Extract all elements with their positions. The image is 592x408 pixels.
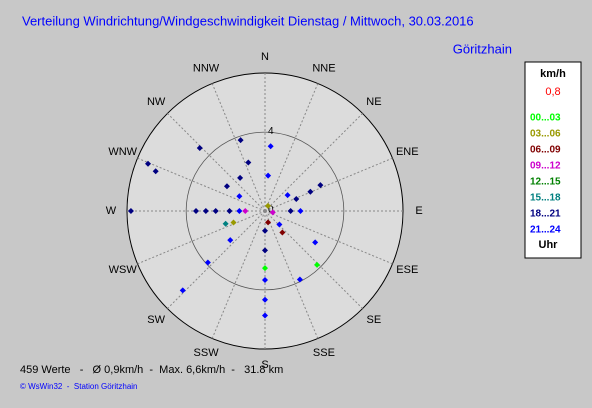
data-point xyxy=(237,137,244,144)
direction-label: SSE xyxy=(313,347,335,359)
data-point xyxy=(145,160,152,167)
data-point xyxy=(287,208,294,214)
legend-footer: Uhr xyxy=(539,239,559,251)
direction-label: SSW xyxy=(194,347,220,359)
ring xyxy=(185,131,345,291)
data-point xyxy=(317,182,324,189)
spoke xyxy=(167,210,266,309)
data-point xyxy=(265,219,272,226)
data-point xyxy=(262,247,268,254)
spoke xyxy=(137,210,266,265)
legend-entry: 06...09 xyxy=(530,145,561,156)
direction-label: SW xyxy=(147,314,165,326)
data-point xyxy=(127,208,134,214)
legend-note: 0,8 xyxy=(545,86,560,98)
chart-title: Verteilung Windrichtung/Windgeschwindigk… xyxy=(22,13,474,28)
data-point xyxy=(297,208,304,214)
direction-label: NNW xyxy=(193,63,220,75)
data-point xyxy=(262,296,268,303)
legend-box xyxy=(524,61,582,259)
direction-label: NNE xyxy=(312,63,335,75)
spoke xyxy=(264,210,319,339)
data-point xyxy=(262,227,268,234)
data-point xyxy=(196,145,203,152)
data-point xyxy=(293,195,300,202)
spoke xyxy=(211,210,266,339)
direction-label: W xyxy=(106,205,117,217)
data-point xyxy=(227,237,234,244)
footer: 459 Werte - Ø 0,9km/h - Max. 6,6km/h - 3… xyxy=(20,364,283,376)
credit: © WsWin32 - Station Göritzhain xyxy=(20,382,138,391)
data-point xyxy=(296,276,303,283)
legend-entry: 21...24 xyxy=(530,225,561,236)
direction-label: E xyxy=(415,205,422,217)
direction-label: ENE xyxy=(396,146,419,158)
data-point xyxy=(312,239,319,246)
data-point xyxy=(269,209,276,216)
data-point xyxy=(245,159,252,166)
spoke xyxy=(137,157,266,212)
data-point xyxy=(242,208,249,214)
data-point xyxy=(179,287,186,294)
spoke xyxy=(264,210,393,265)
spoke xyxy=(264,113,363,212)
data-point xyxy=(262,265,268,272)
data-point xyxy=(204,259,211,266)
data-point xyxy=(223,183,230,190)
data-point xyxy=(230,219,237,226)
data-point xyxy=(262,277,268,283)
spoke xyxy=(264,157,393,212)
data-point xyxy=(236,193,243,200)
legend-entry: 00...03 xyxy=(530,113,561,124)
data-point xyxy=(236,208,243,214)
data-point xyxy=(284,192,291,199)
data-point xyxy=(307,188,314,195)
direction-label: ESE xyxy=(396,264,418,276)
data-point xyxy=(202,208,209,214)
legend-entry: 03...06 xyxy=(530,129,561,140)
direction-label: SE xyxy=(367,314,382,326)
data-point xyxy=(193,208,199,214)
spoke xyxy=(264,83,319,212)
data-point xyxy=(237,174,244,181)
direction-label: WNW xyxy=(108,146,137,158)
data-point xyxy=(314,261,321,268)
data-point xyxy=(222,220,229,227)
data-point xyxy=(212,208,219,214)
legend-entry: 12...15 xyxy=(530,177,561,188)
legend-entry: 15...18 xyxy=(530,193,561,204)
data-point xyxy=(279,229,286,236)
direction-label: WSW xyxy=(109,264,138,276)
legend-entry: 09...12 xyxy=(530,161,561,172)
direction-label: S xyxy=(261,359,268,371)
data-point xyxy=(267,143,274,150)
direction-label: NE xyxy=(366,96,381,108)
chart-subtitle: Göritzhain xyxy=(453,41,512,56)
spoke xyxy=(167,113,266,212)
legend-title: km/h xyxy=(540,68,566,80)
data-point xyxy=(226,208,233,214)
direction-label: N xyxy=(261,51,269,63)
data-point xyxy=(276,221,283,228)
data-point xyxy=(262,312,268,319)
spoke xyxy=(264,210,363,309)
spoke xyxy=(211,83,266,212)
r-tick-label: 0 xyxy=(268,205,274,216)
direction-label: NW xyxy=(147,96,166,108)
data-point xyxy=(265,172,272,179)
data-point xyxy=(152,168,159,175)
data-point xyxy=(264,202,271,209)
legend-entry: 18...21 xyxy=(530,209,561,220)
r-tick-label: 4 xyxy=(268,126,274,137)
